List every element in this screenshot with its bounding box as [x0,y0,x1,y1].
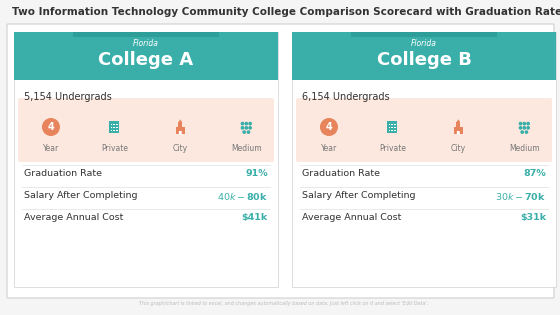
FancyBboxPatch shape [73,32,218,37]
Text: Florida: Florida [133,39,159,48]
FancyBboxPatch shape [292,32,556,287]
FancyBboxPatch shape [7,24,554,298]
FancyBboxPatch shape [394,130,396,131]
Text: Salary After Completing: Salary After Completing [302,191,416,200]
Text: 91%: 91% [245,169,268,178]
FancyBboxPatch shape [391,130,393,131]
Text: $41k: $41k [242,213,268,222]
Text: Private: Private [379,144,406,153]
Text: College A: College A [99,51,194,69]
Text: $31k: $31k [520,213,546,222]
Text: Salary After Completing: Salary After Completing [24,191,138,200]
Circle shape [241,122,244,125]
Text: Graduation Rate: Graduation Rate [24,169,102,178]
Text: 87%: 87% [523,169,546,178]
FancyBboxPatch shape [111,130,112,131]
FancyBboxPatch shape [394,124,396,125]
Text: 4: 4 [325,122,332,132]
FancyBboxPatch shape [14,32,278,287]
Circle shape [525,130,528,134]
Text: 5,154 Undergrads: 5,154 Undergrads [24,92,112,102]
Text: Medium: Medium [509,144,540,153]
Text: Graduation Rate: Graduation Rate [302,169,380,178]
FancyBboxPatch shape [109,121,119,133]
Text: Year: Year [43,144,59,153]
Circle shape [248,122,252,125]
FancyBboxPatch shape [116,130,118,131]
FancyBboxPatch shape [394,127,396,128]
FancyBboxPatch shape [457,131,460,135]
Circle shape [522,122,526,125]
FancyBboxPatch shape [114,130,115,131]
Polygon shape [456,119,460,122]
FancyBboxPatch shape [389,124,390,125]
Text: 6,154 Undergrads: 6,154 Undergrads [302,92,390,102]
FancyBboxPatch shape [18,98,274,162]
FancyBboxPatch shape [176,127,185,134]
Circle shape [519,126,522,130]
Text: City: City [451,144,466,153]
Text: City: City [172,144,188,153]
FancyBboxPatch shape [116,127,118,128]
Text: Private: Private [101,144,128,153]
FancyBboxPatch shape [114,124,115,125]
Text: Medium: Medium [231,144,262,153]
Text: $40k-$80k: $40k-$80k [217,191,268,202]
Circle shape [248,126,252,130]
Circle shape [241,126,244,130]
FancyBboxPatch shape [116,124,118,125]
Text: College B: College B [376,51,472,69]
FancyBboxPatch shape [114,127,115,128]
Text: Average Annual Cost: Average Annual Cost [302,213,402,222]
Circle shape [242,130,246,134]
FancyBboxPatch shape [391,127,393,128]
Circle shape [42,118,60,136]
FancyBboxPatch shape [296,98,552,162]
Circle shape [246,130,250,134]
Circle shape [320,118,338,136]
Circle shape [245,126,248,130]
Circle shape [522,126,526,130]
FancyBboxPatch shape [456,122,460,127]
Circle shape [526,122,530,125]
Text: 4: 4 [48,122,54,132]
FancyBboxPatch shape [352,32,497,37]
FancyBboxPatch shape [179,131,182,135]
Text: Florida: Florida [411,39,437,48]
Text: Two Information Technology Community College Comparison Scorecard with Graduatio: Two Information Technology Community Col… [12,7,560,17]
Circle shape [245,122,248,125]
FancyBboxPatch shape [454,127,463,134]
FancyBboxPatch shape [292,32,556,80]
Text: This graph/chart is linked to excel, and changes automatically based on data. Ju: This graph/chart is linked to excel, and… [139,301,428,306]
Polygon shape [179,119,182,122]
FancyBboxPatch shape [387,121,398,133]
FancyBboxPatch shape [389,127,390,128]
FancyBboxPatch shape [111,124,112,125]
Circle shape [520,130,524,134]
Text: Year: Year [321,144,337,153]
FancyBboxPatch shape [391,124,393,125]
FancyBboxPatch shape [179,122,182,127]
Text: Average Annual Cost: Average Annual Cost [24,213,123,222]
FancyBboxPatch shape [14,32,278,80]
FancyBboxPatch shape [389,130,390,131]
Circle shape [519,122,522,125]
Circle shape [526,126,530,130]
Text: $30k-$70k: $30k-$70k [495,191,546,202]
FancyBboxPatch shape [111,127,112,128]
